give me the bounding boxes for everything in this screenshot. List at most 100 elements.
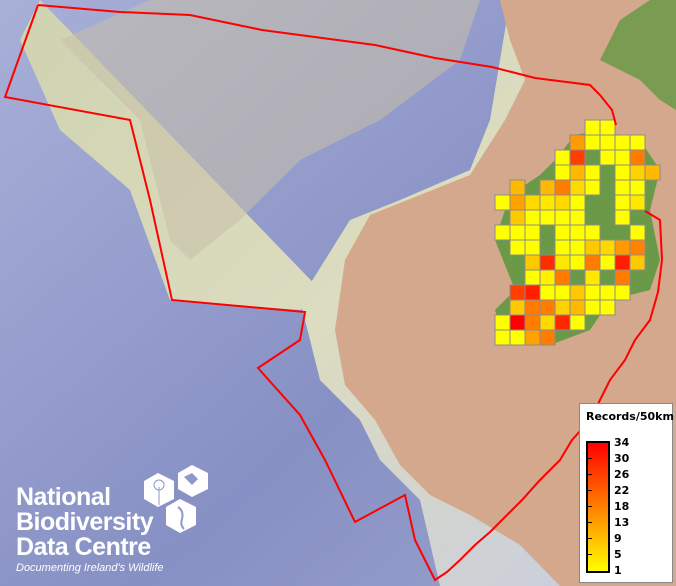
grid-cell[interactable] [569, 299, 586, 316]
grid-cell[interactable] [629, 179, 646, 196]
grid-cell[interactable] [569, 179, 586, 196]
grid-cell[interactable] [629, 149, 646, 166]
grid-cell[interactable] [584, 239, 601, 256]
grid-cell[interactable] [569, 254, 586, 271]
grid-cell[interactable] [599, 284, 616, 301]
grid-cell[interactable] [524, 299, 541, 316]
grid-cell[interactable] [494, 194, 511, 211]
legend-title: Records/50km [586, 410, 674, 423]
legend-color-ramp [586, 441, 610, 573]
grid-cell[interactable] [569, 134, 586, 151]
grid-cell[interactable] [554, 284, 571, 301]
grid-cell[interactable] [554, 224, 571, 241]
grid-cell[interactable] [584, 284, 601, 301]
grid-cell[interactable] [569, 314, 586, 331]
grid-cell[interactable] [614, 179, 631, 196]
grid-cell[interactable] [539, 194, 556, 211]
grid-cell[interactable] [524, 329, 541, 346]
grid-cell[interactable] [569, 149, 586, 166]
grid-cell[interactable] [614, 194, 631, 211]
grid-cell[interactable] [539, 179, 556, 196]
grid-cell[interactable] [554, 314, 571, 331]
grid-cell[interactable] [614, 134, 631, 151]
grid-cell[interactable] [614, 284, 631, 301]
grid-cell[interactable] [629, 239, 646, 256]
grid-cell[interactable] [614, 269, 631, 286]
grid-cell[interactable] [584, 119, 601, 136]
grid-cell[interactable] [494, 329, 511, 346]
grid-cell[interactable] [539, 269, 556, 286]
grid-cell[interactable] [599, 239, 616, 256]
grid-cell[interactable] [554, 254, 571, 271]
grid-cell[interactable] [584, 134, 601, 151]
grid-cell[interactable] [524, 209, 541, 226]
grid-cell[interactable] [524, 269, 541, 286]
grid-cell[interactable] [509, 284, 526, 301]
grid-cell[interactable] [599, 134, 616, 151]
grid-cell[interactable] [599, 299, 616, 316]
grid-cell[interactable] [539, 329, 556, 346]
grid-cell[interactable] [629, 254, 646, 271]
grid-cell[interactable] [584, 269, 601, 286]
grid-cell[interactable] [569, 239, 586, 256]
grid-cell[interactable] [554, 179, 571, 196]
grid-cell[interactable] [569, 164, 586, 181]
grid-cell[interactable] [629, 194, 646, 211]
grid-cell[interactable] [554, 269, 571, 286]
grid-cell[interactable] [524, 284, 541, 301]
grid-cell[interactable] [554, 164, 571, 181]
logo-line-3: Data Centre [16, 533, 151, 561]
grid-cell[interactable] [539, 314, 556, 331]
grid-cell[interactable] [584, 299, 601, 316]
grid-cell[interactable] [539, 299, 556, 316]
grid-cell[interactable] [614, 254, 631, 271]
shelf-slope [60, 0, 480, 260]
grid-cell[interactable] [539, 209, 556, 226]
grid-cell[interactable] [614, 164, 631, 181]
grid-cell[interactable] [524, 194, 541, 211]
grid-cell[interactable] [554, 209, 571, 226]
grid-cell[interactable] [569, 224, 586, 241]
grid-cell[interactable] [599, 149, 616, 166]
grid-cell[interactable] [494, 224, 511, 241]
grid-cell[interactable] [539, 254, 556, 271]
grid-cell[interactable] [614, 239, 631, 256]
legend-tick [588, 538, 592, 539]
grid-cell[interactable] [629, 134, 646, 151]
grid-cell[interactable] [644, 164, 661, 181]
legend-tick-label: 18 [614, 500, 630, 513]
grid-cell[interactable] [509, 179, 526, 196]
grid-cell[interactable] [584, 224, 601, 241]
grid-cell[interactable] [524, 314, 541, 331]
grid-cell[interactable] [584, 164, 601, 181]
grid-cell[interactable] [629, 224, 646, 241]
grid-cell[interactable] [494, 314, 511, 331]
boundary-line-south [3, 4, 664, 582]
grid-cell[interactable] [584, 179, 601, 196]
grid-cell[interactable] [614, 149, 631, 166]
grid-cell[interactable] [509, 299, 526, 316]
grid-cell[interactable] [509, 194, 526, 211]
grid-cell[interactable] [509, 239, 526, 256]
grid-cell[interactable] [614, 209, 631, 226]
grid-cell[interactable] [584, 254, 601, 271]
grid-cell[interactable] [569, 209, 586, 226]
grid-cell[interactable] [524, 254, 541, 271]
grid-cell[interactable] [524, 239, 541, 256]
grid-cell[interactable] [569, 284, 586, 301]
grid-cell[interactable] [629, 164, 646, 181]
grid-cell[interactable] [524, 224, 541, 241]
grid-cell[interactable] [509, 209, 526, 226]
grid-cell[interactable] [599, 254, 616, 271]
grid-cell[interactable] [539, 284, 556, 301]
grid-cell[interactable] [509, 314, 526, 331]
grid-cell[interactable] [554, 239, 571, 256]
grid-cell[interactable] [554, 194, 571, 211]
grid-cell[interactable] [569, 194, 586, 211]
grid-cell[interactable] [554, 299, 571, 316]
grid-cell[interactable] [509, 224, 526, 241]
grid-cell[interactable] [599, 119, 616, 136]
grid-cell[interactable] [509, 329, 526, 346]
grid-cell[interactable] [554, 149, 571, 166]
